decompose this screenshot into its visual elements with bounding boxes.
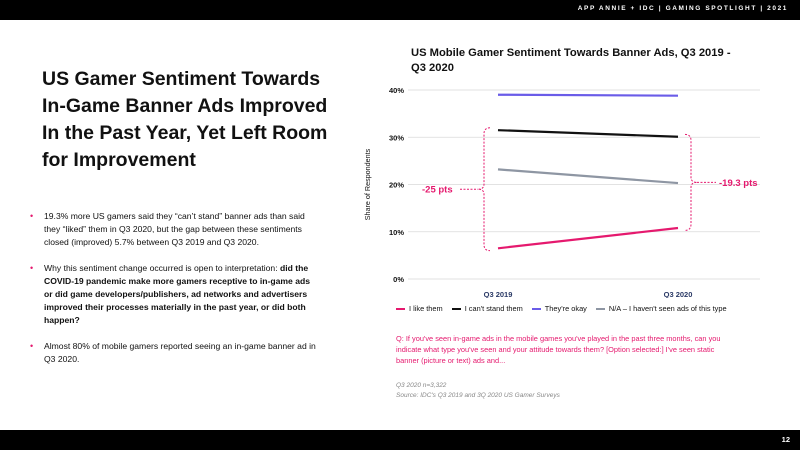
legend-item: N/A – I haven't seen ads of this type [595, 304, 727, 313]
series-line [497, 93, 679, 97]
annotation-label: -25 pts [422, 185, 453, 196]
y-tick-label: 0% [393, 275, 404, 284]
bullet-item: Almost 80% of mobile gamers reported see… [30, 340, 320, 366]
page-title: US Gamer Sentiment Towards In-Game Banne… [42, 68, 328, 171]
bullet-item: Why this sentiment change occurred is op… [30, 262, 320, 328]
sample-size: Q3 2020 n=3,322 [396, 382, 447, 389]
series-line [497, 129, 679, 138]
legend-label: I can't stand them [464, 304, 523, 313]
legend-swatch [451, 307, 461, 310]
y-tick-label: 20% [389, 181, 404, 190]
series-line [497, 168, 679, 185]
x-tick-label: Q3 2019 [484, 290, 513, 298]
bullet-item: 19.3% more US gamers said they “can’t st… [30, 210, 320, 250]
footnote: Q3 2020 n=3,322 Source: IDC's Q3 2019 an… [396, 381, 560, 400]
header-text: APP ANNIE + IDC | GAMING SPOTLIGHT | 202… [577, 5, 788, 12]
legend-swatch [396, 307, 405, 310]
bullet-bold-text: did the COVID-19 pandemic make more game… [44, 262, 311, 326]
legend-item: I like them [396, 304, 443, 313]
y-tick-label: 30% [389, 133, 404, 142]
series-line [497, 226, 679, 250]
y-axis-label: Share of Respondents [363, 148, 372, 220]
bracket-q3-2019 [477, 127, 491, 252]
legend-swatch [595, 307, 605, 310]
annotation-label: -19.3 pts [719, 178, 758, 189]
legend-label: I like them [409, 304, 443, 313]
line-chart: 0% 10% 20% 30% 40% Share of Respondents Q3 201… [363, 86, 760, 298]
bottom-bar: 12 [0, 430, 800, 450]
legend-item: They're okay [531, 304, 587, 313]
page-number: 12 [781, 435, 790, 444]
x-tick-label: Q3 2020 [664, 290, 693, 298]
legend-item: I can't stand them [451, 304, 523, 313]
chart-legend: I like them I can't stand them They're o… [396, 304, 736, 313]
source-note: Source: IDC's Q3 2019 and 3Q 2020 US Gam… [396, 391, 560, 399]
top-bar: APP ANNIE + IDC | GAMING SPOTLIGHT | 202… [0, 0, 800, 20]
legend-label: They're okay [544, 304, 587, 313]
y-tick-label: 40% [389, 86, 404, 95]
bullet-text: Almost 80% of mobile gamers reported see… [44, 340, 316, 364]
bullet-list: 19.3% more US gamers said they “can’t st… [30, 210, 320, 378]
bracket-q3-2020 [684, 133, 698, 231]
bullet-text: 19.3% more US gamers said they “can’t st… [44, 211, 305, 248]
y-tick-label: 10% [389, 228, 404, 237]
legend-swatch [531, 307, 541, 310]
legend-label: N/A – I haven't seen ads of this type [608, 304, 727, 313]
bullet-text: Why this sentiment change occurred is op… [44, 262, 280, 273]
survey-question: Q: If you've seen in-game ads in the mob… [396, 334, 721, 365]
chart-title: US Mobile Gamer Sentiment Towards Banner… [411, 47, 731, 74]
